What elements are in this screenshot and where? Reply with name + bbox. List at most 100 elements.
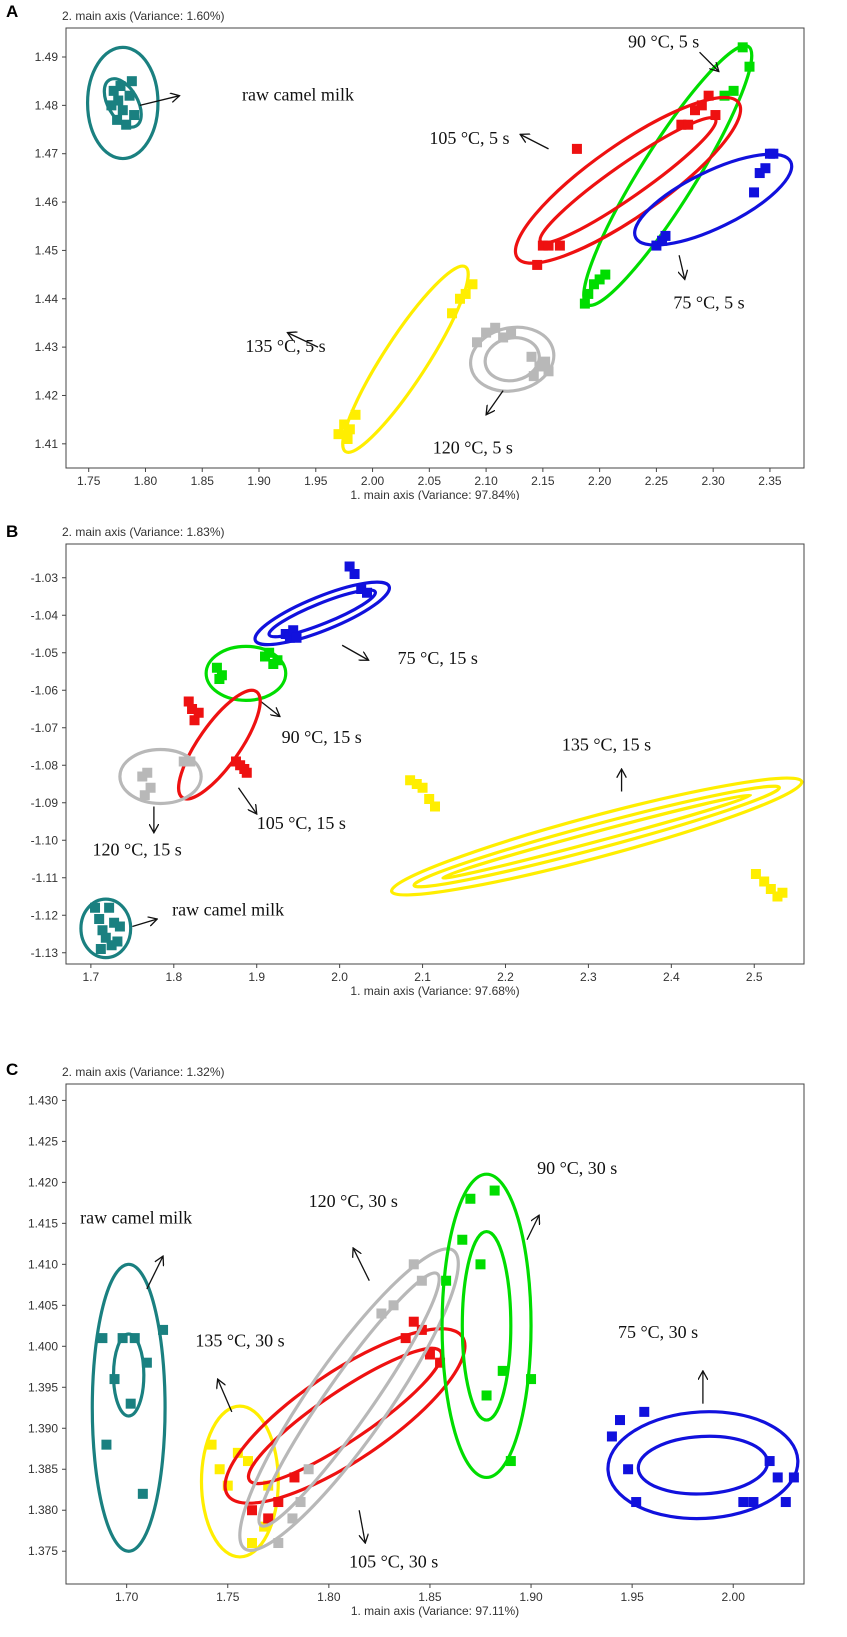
annotation-arrow <box>139 96 180 106</box>
data-point <box>272 655 283 666</box>
y-tick-label: 1.42 <box>35 388 59 402</box>
data-point <box>768 148 779 159</box>
data-point <box>187 704 198 714</box>
data-point <box>690 105 701 116</box>
data-point <box>295 1497 306 1508</box>
data-point <box>158 1324 169 1335</box>
y-axis-label: 2. main axis (Variance: 1.32%) <box>62 1065 225 1079</box>
data-point <box>408 1316 419 1327</box>
data-point <box>101 1439 112 1450</box>
data-point <box>424 794 435 804</box>
data-point <box>738 1497 749 1508</box>
data-point <box>287 1513 298 1524</box>
data-point <box>534 361 545 372</box>
confidence-ellipse <box>341 264 470 454</box>
data-point <box>264 647 275 658</box>
series-label: raw camel milk <box>80 1207 192 1227</box>
data-point <box>303 1464 314 1475</box>
data-point <box>703 90 714 101</box>
series-135-c-5-s: 135 °C, 5 s <box>245 264 478 454</box>
confidence-ellipse <box>633 152 794 247</box>
data-point <box>106 100 117 111</box>
y-tick-label: -1.08 <box>31 758 59 772</box>
x-axis-label: 1. main axis (Variance: 97.68%) <box>350 984 519 998</box>
data-point <box>465 1193 476 1204</box>
series-label: 135 °C, 15 s <box>562 734 651 754</box>
data-point <box>430 801 440 812</box>
data-point <box>467 279 478 290</box>
series-105-c-15-s: 105 °C, 15 s <box>177 688 346 833</box>
x-tick-label: 2.5 <box>746 970 763 984</box>
x-tick-label: 1.80 <box>317 1590 341 1604</box>
data-point <box>489 1185 500 1196</box>
data-point <box>400 1333 411 1344</box>
y-tick-label: 1.390 <box>28 1421 58 1435</box>
annotation-arrow <box>699 51 719 71</box>
y-tick-label: 1.43 <box>35 340 59 354</box>
x-tick-label: 2.00 <box>361 474 385 488</box>
confidence-ellipse <box>204 644 288 702</box>
data-point <box>528 371 539 382</box>
y-tick-label: 1.375 <box>28 1544 58 1558</box>
y-tick-label: -1.12 <box>31 908 59 922</box>
data-point <box>125 1398 136 1409</box>
confidence-ellipse <box>90 1262 167 1553</box>
data-point <box>273 1497 284 1508</box>
confidence-ellipse <box>513 95 743 265</box>
data-point <box>631 1497 642 1508</box>
annotation-arrow <box>520 134 549 150</box>
x-tick-label: 1.85 <box>191 474 215 488</box>
y-tick-label: -1.07 <box>31 721 59 735</box>
series-75-c-30-s: 75 °C, 30 s <box>606 1322 800 1521</box>
y-tick-label: -1.05 <box>31 646 59 660</box>
data-point <box>263 1513 274 1524</box>
series-label: 105 °C, 15 s <box>257 813 346 833</box>
data-point <box>100 932 111 943</box>
scatter-chart-c: 2. main axis (Variance: 1.32%) 1. main ax… <box>28 1065 805 1618</box>
data-point <box>472 337 483 348</box>
annotation-arrow <box>353 1248 370 1282</box>
x-tick-label: 2.10 <box>474 474 498 488</box>
data-point <box>737 42 748 53</box>
data-point <box>288 625 299 636</box>
y-tick-label: 1.380 <box>28 1503 58 1517</box>
y-tick-label: 1.48 <box>35 98 59 112</box>
y-tick-label: 1.41 <box>35 437 59 451</box>
y-tick-label: -1.11 <box>32 871 59 885</box>
y-tick-label: 1.405 <box>28 1298 58 1312</box>
series-75-c-15-s: 75 °C, 15 s <box>253 561 478 668</box>
series-label: raw camel milk <box>242 85 354 105</box>
data-point <box>543 366 554 377</box>
data-point <box>772 1472 783 1483</box>
x-tick-label: 2.1 <box>414 970 431 984</box>
series-label: 90 °C, 5 s <box>628 31 699 51</box>
data-point <box>759 876 770 887</box>
data-point <box>532 259 543 270</box>
data-point <box>554 240 565 251</box>
confidence-ellipse <box>257 1271 441 1528</box>
annotation-arrow <box>341 644 369 660</box>
x-tick-label: 2.3 <box>580 970 597 984</box>
data-point <box>676 119 687 130</box>
y-tick-label: 1.425 <box>28 1134 58 1148</box>
series-raw-camel-milk: raw camel milk <box>85 45 354 161</box>
data-point <box>750 869 761 879</box>
data-point <box>777 887 788 898</box>
data-point <box>683 119 694 130</box>
y-tick-label: 1.46 <box>35 195 59 209</box>
data-point <box>543 240 554 251</box>
series-raw-camel-milk: raw camel milk <box>80 1207 192 1553</box>
y-tick-label: 1.385 <box>28 1462 58 1476</box>
data-point <box>117 1333 128 1344</box>
data-point <box>95 944 106 954</box>
data-point <box>537 240 548 251</box>
x-tick-label: 2.00 <box>722 1590 746 1604</box>
series-90-c-15-s: 90 °C, 15 s <box>204 644 362 747</box>
data-point <box>112 114 123 125</box>
data-point <box>183 696 194 707</box>
plot-frame <box>65 543 805 965</box>
confidence-ellipse <box>606 1410 800 1521</box>
series-135-c-15-s: 135 °C, 15 s <box>389 734 804 902</box>
x-tick-label: 2.0 <box>331 970 348 984</box>
data-point <box>362 587 373 598</box>
